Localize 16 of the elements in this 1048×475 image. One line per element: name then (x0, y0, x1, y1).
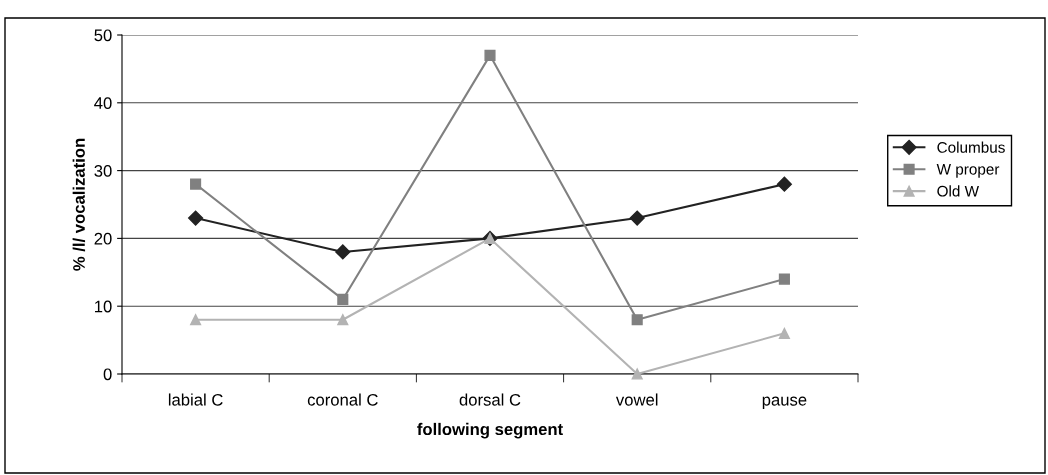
y-tick-label: 30 (94, 165, 112, 177)
x-tick-label: coronal C (307, 393, 378, 406)
y-tick-label: 10 (95, 300, 112, 313)
legend-label: W proper (936, 164, 1000, 178)
y-tick-label: 40 (94, 97, 112, 109)
x-tick-label: dorsal C (459, 393, 521, 406)
y-tick-label: 20 (94, 232, 112, 245)
x-tick-label: vowel (615, 393, 658, 406)
y-axis-title: % /l/ vocalization (72, 138, 86, 271)
legend-label: Columbus (937, 141, 1005, 153)
x-tick-label: pause (762, 396, 807, 409)
y-tick-label: 50 (94, 29, 112, 42)
x-axis-title: following segment (417, 422, 563, 439)
x-tick-label: labial C (168, 393, 223, 406)
y-tick-label: 0 (103, 368, 112, 381)
legend-label: Old W (937, 185, 979, 197)
